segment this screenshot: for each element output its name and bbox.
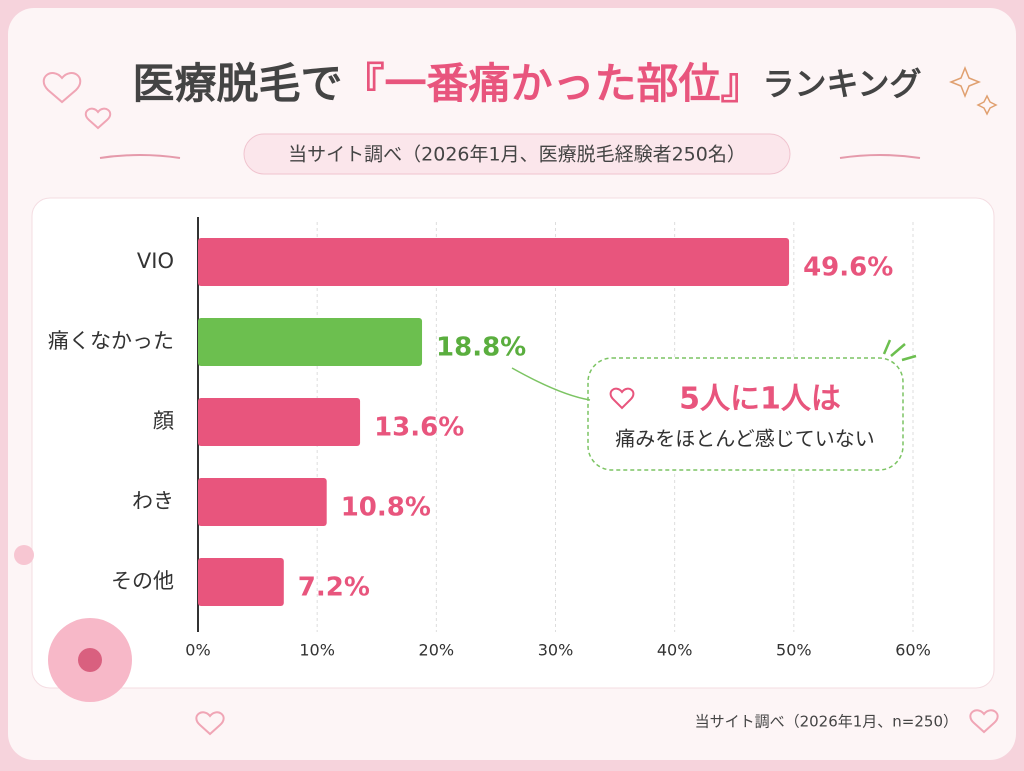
bar	[198, 478, 327, 526]
x-tick-label: 10%	[299, 641, 335, 660]
flower-bud	[14, 545, 34, 565]
x-tick-label: 50%	[776, 641, 812, 660]
x-tick-label: 60%	[895, 641, 931, 660]
heart	[195, 711, 225, 736]
branch	[99, 154, 181, 159]
chart-title: 医療脱毛で『一番痛かった部位』ランキング	[132, 59, 921, 108]
sparkle	[976, 94, 998, 116]
sparkle	[948, 65, 982, 99]
heart	[84, 107, 112, 130]
heart	[969, 709, 999, 734]
bar	[198, 398, 361, 446]
annotation: 痛みをほとんど感じていない	[615, 427, 874, 451]
callout-pointer	[511, 367, 591, 401]
y-tick-label: 顔	[153, 409, 174, 433]
y-tick-label: VIO	[137, 249, 174, 273]
bar	[198, 318, 423, 366]
value-label: 10.8%	[341, 493, 431, 523]
x-tick-label: 40%	[657, 641, 693, 660]
y-tick-label: その他	[111, 569, 174, 593]
callout	[587, 357, 904, 471]
footnote: 当サイト調べ（2026年1月、n=250）	[695, 713, 958, 731]
subtitle-pill	[243, 133, 791, 175]
emphasis	[882, 339, 917, 362]
branch	[839, 154, 921, 159]
y-tick-label: わき	[132, 489, 174, 513]
value-label: 7.2%	[298, 573, 370, 603]
y-tick-label: 痛くなかった	[48, 329, 174, 353]
title-part: ランキング	[762, 65, 921, 103]
title-part: 『一番痛かった部位』	[342, 59, 762, 108]
value-label: 18.8%	[436, 333, 526, 363]
flower-center	[78, 648, 102, 672]
x-tick-label: 30%	[538, 641, 574, 660]
heart	[42, 72, 82, 104]
bar	[198, 238, 790, 286]
bar	[198, 558, 284, 606]
value-label: 49.6%	[803, 253, 893, 283]
value-label: 13.6%	[374, 413, 464, 443]
subtitle: 当サイト調べ（2026年1月、医療脱毛経験者250名）	[288, 144, 746, 166]
title-part: 医療脱毛で	[132, 59, 342, 108]
x-tick-label: 20%	[419, 641, 455, 660]
heart	[609, 387, 635, 410]
x-tick-label: 0%	[185, 641, 210, 660]
annotation: 5人に1人は	[679, 382, 841, 417]
